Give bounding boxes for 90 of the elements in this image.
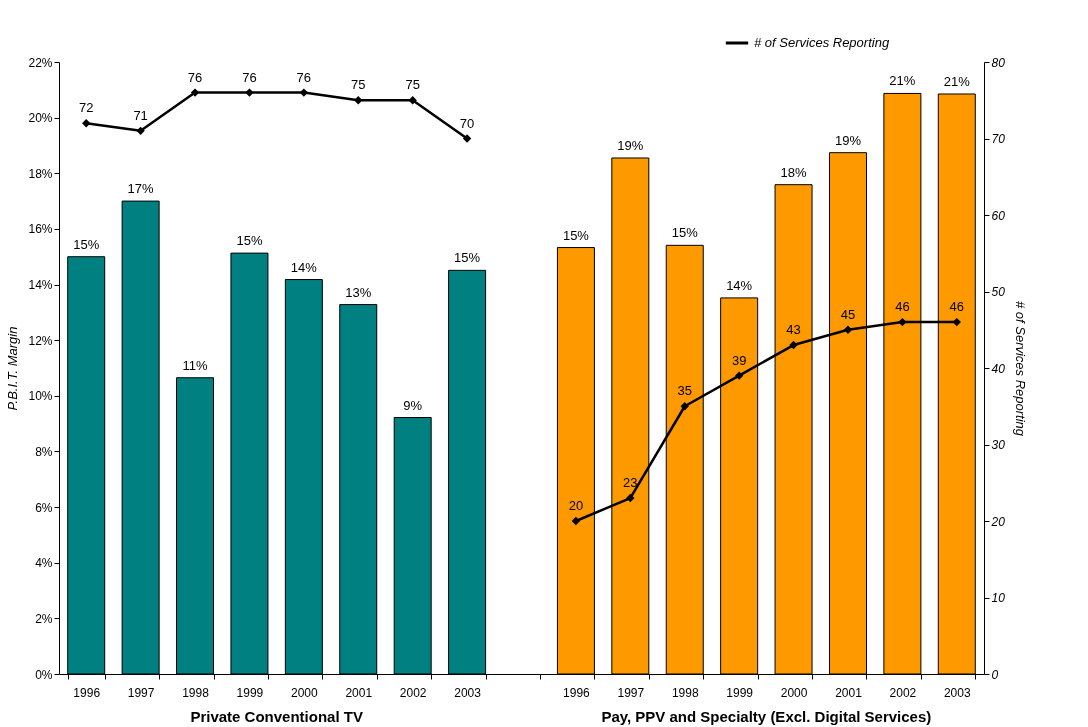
data-label: 76 xyxy=(296,69,312,85)
data-label: 15% xyxy=(454,250,481,266)
point xyxy=(571,516,581,526)
y-tick-label: 0% xyxy=(35,667,53,682)
y2-tick-label: 40 xyxy=(991,361,1006,376)
text: Pay, PPV and Specialty (Excl. Digital Services) xyxy=(601,708,932,725)
data-label: 19% xyxy=(834,132,862,148)
y2-tick-label: 30 xyxy=(991,438,1006,452)
point xyxy=(734,371,744,380)
y-axis-title: P.B.I.T. Margin xyxy=(5,326,21,411)
point xyxy=(408,96,417,105)
point xyxy=(626,493,635,503)
data-label: 21% xyxy=(889,73,916,89)
data-label: 17% xyxy=(127,181,155,197)
text: Private Conventional TV xyxy=(190,708,363,725)
data-label: 75 xyxy=(351,77,366,93)
data-label: 14% xyxy=(290,259,318,275)
legend-label: # of Services Reporting xyxy=(754,35,890,50)
x-tick-label: 1998 xyxy=(671,685,699,700)
x-tick-label: 2001 xyxy=(345,685,373,700)
y-tick-label: 16% xyxy=(28,222,53,237)
y2-axis-title: # of Services Reporting xyxy=(1012,300,1028,437)
data-label: 20 xyxy=(568,498,584,513)
data-label: 13% xyxy=(345,284,372,300)
data-label: 11% xyxy=(182,357,208,373)
data-label: 70 xyxy=(459,115,475,131)
x-tick-label: 1999 xyxy=(236,685,264,700)
point xyxy=(190,88,200,97)
data-label: 15% xyxy=(73,236,100,252)
y-tick-label: 10% xyxy=(28,389,53,404)
y2-tick-label: 20 xyxy=(990,514,1006,529)
x-tick-label: 1997 xyxy=(617,685,645,700)
y-tick-label: 14% xyxy=(28,278,53,293)
point xyxy=(789,340,798,350)
point xyxy=(462,134,472,143)
y2-tick-label: 10 xyxy=(991,591,1006,605)
x-tick-label: 2000 xyxy=(291,685,319,700)
data-label: 45 xyxy=(840,306,856,322)
y-tick-label: 20% xyxy=(28,111,53,126)
x-tick-label: 2003 xyxy=(943,685,971,700)
point xyxy=(952,317,961,327)
point xyxy=(299,88,309,97)
data-label: 75 xyxy=(405,77,420,93)
x-tick-label: 2003 xyxy=(454,685,482,700)
point xyxy=(82,119,91,128)
x-tick-label: 2000 xyxy=(780,685,808,700)
y-tick-label: 22% xyxy=(28,55,53,70)
y2-tick-label: 80 xyxy=(991,55,1006,70)
point xyxy=(898,317,907,327)
x-tick-label: 1998 xyxy=(182,685,210,700)
y2-tick-label: 60 xyxy=(991,208,1006,223)
x-tick-label: 1999 xyxy=(726,685,754,700)
data-label: 76 xyxy=(187,69,203,85)
data-label: 14% xyxy=(726,277,753,293)
x-tick-label: 2002 xyxy=(889,685,917,700)
point xyxy=(680,402,689,411)
data-label: 46 xyxy=(949,299,965,315)
data-label: 35 xyxy=(677,383,692,399)
y2-tick-label: 0 xyxy=(991,667,999,682)
y-tick-label: 8% xyxy=(35,444,53,459)
x-tick-label: 2001 xyxy=(835,685,863,700)
y2-tick-label: 70 xyxy=(991,132,1006,146)
point xyxy=(136,126,145,136)
data-label: 72 xyxy=(78,100,94,116)
data-label: 46 xyxy=(895,299,910,315)
x-tick-label: 2002 xyxy=(399,685,427,700)
x-tick-label: 1996 xyxy=(563,685,591,700)
data-label: 9% xyxy=(403,397,423,413)
data-label: 76 xyxy=(242,69,257,85)
data-label: 19% xyxy=(617,137,644,153)
y-tick-label: 6% xyxy=(35,500,53,515)
point xyxy=(843,325,853,334)
x-tick-label: 1997 xyxy=(127,685,155,700)
data-label: 23 xyxy=(623,475,638,491)
x-tick-label: 1996 xyxy=(73,685,101,700)
point xyxy=(245,88,254,97)
data-label: 15% xyxy=(562,227,590,243)
data-label: 39 xyxy=(731,352,747,368)
data-label: 71 xyxy=(133,107,148,123)
data-label: 15% xyxy=(671,225,699,241)
y-tick-label: 2% xyxy=(35,611,53,626)
y2-tick-label: 50 xyxy=(991,285,1006,299)
data-label: 18% xyxy=(780,164,807,180)
data-label: 43 xyxy=(786,322,801,338)
data-label: 21% xyxy=(943,73,971,89)
data-label: 15% xyxy=(236,233,263,249)
point xyxy=(354,96,363,105)
y-tick-label: 4% xyxy=(35,556,53,571)
y-tick-label: 18% xyxy=(28,166,53,181)
y-tick-label: 12% xyxy=(28,333,53,348)
